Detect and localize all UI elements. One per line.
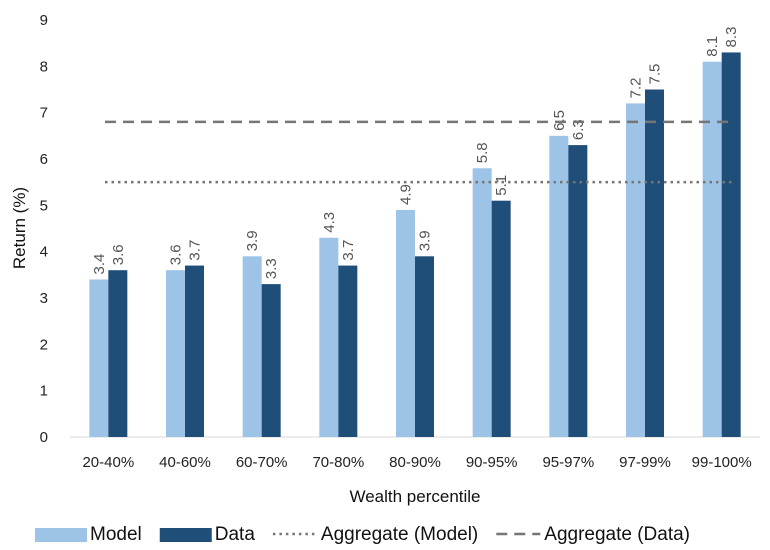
data-label-model-3: 4.3	[321, 212, 338, 233]
bar-model-8	[702, 61, 722, 437]
y-tick-label: 4	[40, 244, 48, 261]
legend-swatch-model	[35, 528, 87, 542]
x-axis-title: Wealth percentile	[349, 487, 480, 506]
legend-label-aggregate-model: Aggregate (Model)	[321, 524, 478, 545]
y-tick-label: 1	[40, 383, 48, 400]
y-tick-label: 6	[40, 151, 48, 168]
bar-data-8	[721, 52, 741, 437]
data-label-data-4: 3.9	[417, 230, 434, 251]
data-label-model-4: 4.9	[398, 184, 415, 205]
bar-data-0	[108, 270, 128, 437]
data-label-data-7: 7.5	[647, 64, 664, 85]
y-tick-label: 0	[40, 429, 48, 446]
bar-data-3	[338, 265, 358, 437]
axis-titles-layer: Return (%) Wealth percentile	[10, 187, 481, 506]
data-label-data-0: 3.6	[110, 244, 127, 265]
data-label-model-5: 5.8	[474, 142, 491, 163]
legend-label-model: Model	[90, 524, 142, 545]
axis-layer: 0 1 2 3 4 5 6 7 8 9 20-40% 40-60% 60-70% 70-80% 80-90%…	[40, 12, 760, 471]
data-label-model-1: 3.6	[168, 244, 185, 265]
data-label-data-1: 3.7	[187, 240, 204, 261]
legend-swatch-data	[159, 528, 212, 542]
data-label-data-6: 6.3	[570, 119, 587, 140]
bar-data-6	[568, 145, 588, 437]
x-tick-label: 97-99%	[619, 454, 671, 471]
x-tick-label: 80-90%	[389, 454, 441, 471]
legend: Model Data Aggregate (Model) Aggregate (Dat…	[35, 524, 690, 545]
bar-data-1	[185, 265, 204, 437]
reference-lines-layer	[105, 120, 735, 184]
data-labels-layer: 3.4 3.6 3.6 3.7 3.93.34.33.74.93.95.85.16.5 6…	[91, 27, 740, 280]
bar-model-5	[472, 168, 492, 437]
bar-model-1	[166, 270, 185, 437]
x-tick-label: 99-100%	[692, 454, 752, 471]
y-tick-label: 8	[40, 58, 48, 75]
data-label-data-2: 3.3	[263, 258, 280, 279]
x-tick-label: 40-60%	[159, 454, 211, 471]
bar-data-2	[261, 284, 281, 437]
y-tick-label: 2	[40, 336, 48, 353]
x-tick-label: 95-97%	[542, 454, 594, 471]
bar-model-3	[319, 237, 339, 437]
bars-layer	[89, 52, 741, 438]
y-axis-title: Return (%)	[10, 187, 29, 269]
data-label-model-0: 3.4	[91, 254, 108, 275]
bar-model-2	[242, 256, 262, 437]
y-tick-label: 3	[40, 290, 48, 307]
data-label-model-2: 3.9	[244, 230, 261, 251]
data-label-data-3: 3.7	[340, 240, 357, 261]
bar-model-6	[549, 135, 569, 438]
data-label-data-8: 8.3	[723, 27, 740, 48]
y-tick-label: 5	[40, 197, 48, 214]
legend-label-aggregate-data: Aggregate (Data)	[544, 524, 690, 545]
data-label-model-7: 7.2	[628, 78, 645, 99]
data-label-model-8: 8.1	[704, 36, 721, 57]
data-label-data-5: 5.1	[493, 175, 510, 196]
data-label-model-6: 6.5	[551, 110, 568, 131]
bar-data-4	[415, 256, 434, 437]
y-tick-label: 7	[40, 105, 48, 122]
x-tick-label: 20-40%	[82, 454, 134, 471]
bar-data-5	[491, 200, 511, 437]
x-tick-label: 70-80%	[312, 454, 364, 471]
bar-model-7	[626, 103, 645, 438]
x-tick-label: 60-70%	[236, 454, 288, 471]
bar-data-7	[645, 89, 664, 437]
y-tick-label: 9	[40, 12, 48, 29]
legend-label-data: Data	[215, 524, 256, 545]
bar-model-0	[89, 279, 109, 437]
x-tick-label: 90-95%	[466, 454, 518, 471]
bar-model-4	[396, 209, 415, 437]
